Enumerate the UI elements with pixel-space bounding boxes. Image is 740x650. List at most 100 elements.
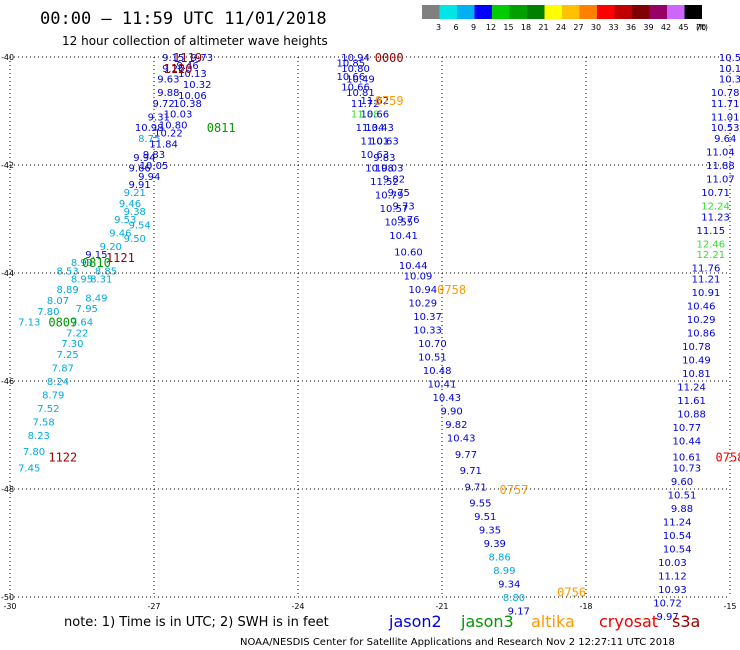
swh-value: 8.07 — [47, 296, 69, 307]
swh-value: 10.98 — [365, 164, 394, 175]
legend-unit: (ft) — [696, 23, 708, 32]
swh-value: 9.91 — [128, 180, 150, 191]
legend-tick: 24 — [556, 23, 566, 32]
swh-value: 10.66 — [360, 110, 389, 121]
swh-value: 11.72 — [351, 99, 380, 110]
swh-value: 11.01 — [711, 112, 740, 123]
latitude-tick-label: -40 — [1, 53, 14, 62]
swh-value: 11.88 — [351, 110, 380, 121]
swh-value: 9.26 — [162, 64, 184, 75]
swh-value: 10.5 — [719, 53, 740, 64]
legend-swatch — [474, 5, 492, 19]
swh-value: 9.31 — [148, 112, 170, 123]
swh-value: 10.80 — [341, 64, 370, 75]
legend-swatch — [527, 5, 545, 19]
swh-value: 10.29 — [687, 315, 716, 326]
swh-value: 8.93 — [71, 258, 93, 269]
swh-value: 9.73 — [392, 202, 414, 213]
swh-value: 7.52 — [37, 404, 59, 415]
swh-value: 12.24 — [701, 202, 730, 213]
swh-value: 10.91 — [692, 288, 721, 299]
swh-value: 10.63 — [370, 137, 399, 148]
swh-value: 8.31 — [90, 274, 112, 285]
map-subtitle: 12 hour collection of altimeter wave hei… — [62, 34, 328, 48]
swh-value: 10.94 — [408, 285, 437, 296]
swh-value: 10.06 — [178, 91, 207, 102]
legend-tick: 36 — [626, 23, 636, 32]
swh-value: 9.34 — [498, 580, 520, 591]
swh-value: 10.71 — [701, 188, 730, 199]
swh-value: 9.46 — [176, 61, 198, 72]
swh-value: 10.41 — [389, 231, 418, 242]
swh-value: 8.85 — [95, 266, 117, 277]
legend-tick: 21 — [538, 23, 548, 32]
legend-tick: 42 — [661, 23, 671, 32]
swh-value: 10.78 — [682, 342, 711, 353]
swh-value: 10.78 — [711, 88, 740, 99]
graticule — [9, 56, 731, 598]
legend-swatch — [632, 5, 650, 19]
longitude-tick-label: -30 — [3, 602, 16, 611]
swh-value: 9.77 — [455, 450, 477, 461]
longitude-tick-label: -24 — [291, 602, 304, 611]
pass-time-label: 0756 — [557, 586, 586, 600]
swh-value: 11.15 — [696, 226, 725, 237]
swh-value: 10.03 — [658, 558, 687, 569]
pass-time-label: 0759 — [375, 94, 404, 108]
legend-swatch — [422, 5, 440, 19]
swh-value: 9.94 — [138, 172, 160, 183]
swh-value: 10.77 — [672, 423, 701, 434]
swh-value: 9.21 — [124, 188, 146, 199]
swh-value: 7.22 — [66, 328, 88, 339]
swh-value: 8.24 — [47, 377, 69, 388]
pass-time-label: 0758 — [716, 451, 740, 465]
footer-credit: NOAA/NESDIS Center for Satellite Applica… — [240, 637, 675, 648]
latitude-tick-label: -42 — [1, 161, 14, 170]
swh-value: 9.20 — [100, 242, 122, 253]
legend-tick: 30 — [591, 23, 601, 32]
swh-value: 11.07 — [706, 175, 735, 186]
note-text: note: 1) Time is in UTC; 2) SWH is in fe… — [64, 615, 329, 630]
swh-value: 8.86 — [488, 553, 510, 564]
pass-time-label: 0000 — [375, 51, 404, 65]
satellite-legend-s3a: s3a — [672, 612, 700, 631]
swh-value: 11.12 — [658, 571, 687, 582]
swh-value: 10.85 — [336, 58, 365, 69]
swh-value: 9.46 — [109, 229, 131, 240]
latitude-tick-label: -46 — [1, 377, 14, 386]
longitude-tick-label: -27 — [147, 602, 160, 611]
swh-value: 11.24 — [663, 517, 692, 528]
swh-value: 10.48 — [423, 366, 452, 377]
swh-value: 10.72 — [653, 598, 682, 609]
swh-value: 10.73 — [672, 463, 701, 474]
swh-value: 10.81 — [682, 369, 711, 380]
swh-value: 11.01 — [360, 137, 389, 148]
swh-value: 10.66 — [341, 83, 370, 94]
swh-value: 10.05 — [140, 161, 169, 172]
swh-value: 10.51 — [418, 353, 447, 364]
pass-time-label: 0757 — [500, 483, 529, 497]
legend-tick: 39 — [643, 23, 653, 32]
swh-value: 8.23 — [28, 431, 50, 442]
swh-value: 9.53 — [114, 215, 136, 226]
swh-value: 11.61 — [677, 396, 706, 407]
swh-value: 10.44 — [672, 436, 701, 447]
swh-value: 10.81 — [346, 88, 375, 99]
satellite-legend-cryosat: cryosat — [599, 612, 658, 631]
swh-value: 8.80 — [503, 593, 525, 604]
legend-swatch — [509, 5, 527, 19]
swh-value: 10.43 — [447, 434, 476, 445]
color-scale-legend: 3 6 9 12 15 18 21 24 27 30 33 36 39 42 45 70(ft) — [422, 5, 708, 32]
legend-swatch — [649, 5, 667, 19]
legend-tick: 6 — [453, 23, 458, 32]
swh-value: 9.15 — [162, 53, 184, 64]
swh-value: 9.97 — [656, 612, 678, 623]
swh-value: 7.64 — [71, 318, 93, 329]
swh-value: 9.88 — [157, 88, 179, 99]
swh-value: 10.51 — [668, 490, 697, 501]
swh-value: 10.94 — [341, 53, 370, 64]
pass-time-label: 0810 — [82, 256, 111, 270]
legend-swatch — [492, 5, 510, 19]
latitude-tick-label: -50 — [1, 593, 14, 602]
